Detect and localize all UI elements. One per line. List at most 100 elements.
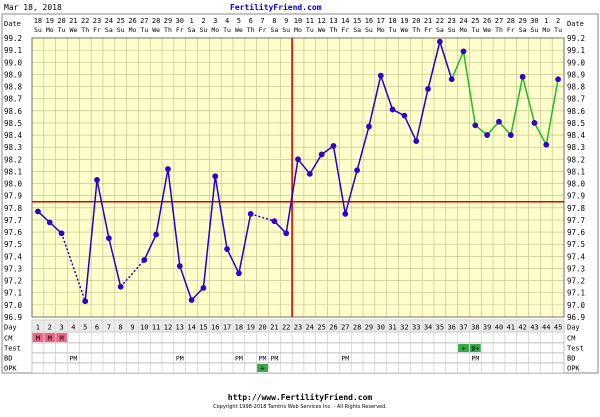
y-tick-right: 97.6 xyxy=(567,228,586,237)
temp-point xyxy=(531,120,538,126)
date-label: 11 xyxy=(306,17,314,25)
row-label-test-right: Test xyxy=(567,345,584,353)
date-label: 3 xyxy=(213,17,217,25)
day-label: 1 xyxy=(36,324,40,332)
day-label: 9 xyxy=(130,324,134,332)
footer-copyright: Copyright 1998-2018 Tamtris Web Services… xyxy=(213,404,387,410)
temp-point xyxy=(46,219,53,226)
day-label: 25 xyxy=(317,324,325,332)
test-label: B+ xyxy=(471,345,479,353)
y-tick-left: 97.3 xyxy=(4,264,22,273)
temp-point xyxy=(496,118,502,125)
date-label: 23 xyxy=(93,17,101,25)
day-label: 35 xyxy=(436,324,444,332)
day-label: 38 xyxy=(471,324,479,332)
temp-point xyxy=(105,235,112,242)
bd-label: PM xyxy=(259,355,267,363)
weekday-label: Fr xyxy=(341,26,349,34)
weekday-label: We xyxy=(400,26,408,34)
temp-point xyxy=(200,284,207,291)
weekday-label: Tu xyxy=(58,26,66,34)
y-tick-right: 98.3 xyxy=(567,143,585,152)
weekday-label: Mo xyxy=(211,26,219,34)
y-tick-left: 97.6 xyxy=(4,228,23,237)
weekday-label: Tu xyxy=(223,26,231,34)
row-label-test: Test xyxy=(4,345,21,353)
date-label: 24 xyxy=(105,17,113,25)
day-label: 27 xyxy=(341,324,349,332)
y-tick-right: 99.1 xyxy=(567,46,585,55)
weekday-label: Sa xyxy=(270,26,278,34)
date-label: 1 xyxy=(544,17,548,25)
date-label: 20 xyxy=(57,17,65,25)
date-label: 6 xyxy=(249,17,253,25)
weekday-label: Tu xyxy=(471,26,479,34)
date-label: 26 xyxy=(128,17,136,25)
y-tick-right: 97.2 xyxy=(567,277,585,286)
temp-point xyxy=(271,218,278,225)
day-label: 42 xyxy=(518,324,526,332)
y-tick-right: 98.4 xyxy=(567,131,586,140)
temp-segment xyxy=(250,213,275,222)
temp-point xyxy=(224,246,230,252)
y-tick-right: 97.0 xyxy=(567,301,586,310)
row-label-bd-right: BD xyxy=(567,355,575,363)
bd-label: PM xyxy=(235,355,243,363)
temp-point xyxy=(507,132,514,138)
date-label: 24 xyxy=(459,17,467,25)
weekday-label: Tu xyxy=(389,26,397,34)
day-label: 19 xyxy=(246,324,254,332)
weekday-label: Mo xyxy=(460,26,468,34)
y-tick-right: 97.1 xyxy=(567,289,585,298)
date-label: 2 xyxy=(556,17,560,25)
y-tick-left: 98.6 xyxy=(4,107,23,116)
y-tick-left: 97.1 xyxy=(4,289,22,298)
day-label: 43 xyxy=(530,324,538,332)
weekday-label: Fr xyxy=(93,26,101,34)
temp-point xyxy=(401,112,408,119)
temp-point xyxy=(377,72,384,79)
weekday-label: Sa xyxy=(436,26,444,34)
day-label: 26 xyxy=(329,324,337,332)
day-label: 30 xyxy=(377,324,385,332)
row-band-bd xyxy=(31,352,565,364)
y-tick-right: 97.8 xyxy=(567,204,586,213)
date-label: 25 xyxy=(471,17,479,25)
date-label: 13 xyxy=(329,17,337,25)
date-label: 20 xyxy=(412,17,420,25)
weekday-label: Mo xyxy=(129,26,137,34)
row-label-day: Day xyxy=(4,324,17,332)
temp-point xyxy=(543,141,550,148)
weekday-label: Th xyxy=(495,26,503,34)
y-tick-left: 99.0 xyxy=(4,58,23,67)
footer-url[interactable]: http://www.FertilityFriend.com xyxy=(227,393,373,402)
temp-segment xyxy=(427,41,441,90)
temp-point xyxy=(389,106,396,113)
row-label-date-right: Date xyxy=(567,20,584,28)
bd-label: PM xyxy=(69,355,77,363)
day-label: 4 xyxy=(71,324,75,332)
row-label-opk-right: OPK xyxy=(567,365,580,373)
temp-segment xyxy=(498,121,512,136)
site-name: FertilityFriend.com xyxy=(230,3,322,12)
opk-mark xyxy=(257,364,268,372)
day-label: 23 xyxy=(294,324,302,332)
y-tick-right: 99.0 xyxy=(567,58,586,67)
row-band-opk xyxy=(31,362,565,374)
temp-segment xyxy=(450,51,465,80)
temp-segment xyxy=(439,41,453,80)
cm-mark xyxy=(32,333,44,342)
temp-segment xyxy=(332,145,347,215)
cm-mark xyxy=(56,333,67,342)
weekday-label: Tu xyxy=(140,26,148,34)
temp-segment xyxy=(238,213,252,274)
temp-segment xyxy=(462,51,477,126)
day-label: 24 xyxy=(306,324,314,332)
date-label: 21 xyxy=(424,17,432,25)
day-label: 32 xyxy=(400,324,408,332)
y-tick-left: 98.5 xyxy=(4,119,22,128)
y-tick-left: 97.5 xyxy=(4,240,22,249)
date-label: 2 xyxy=(201,17,205,25)
bd-label: PM xyxy=(176,355,184,363)
day-label: 14 xyxy=(187,324,195,332)
